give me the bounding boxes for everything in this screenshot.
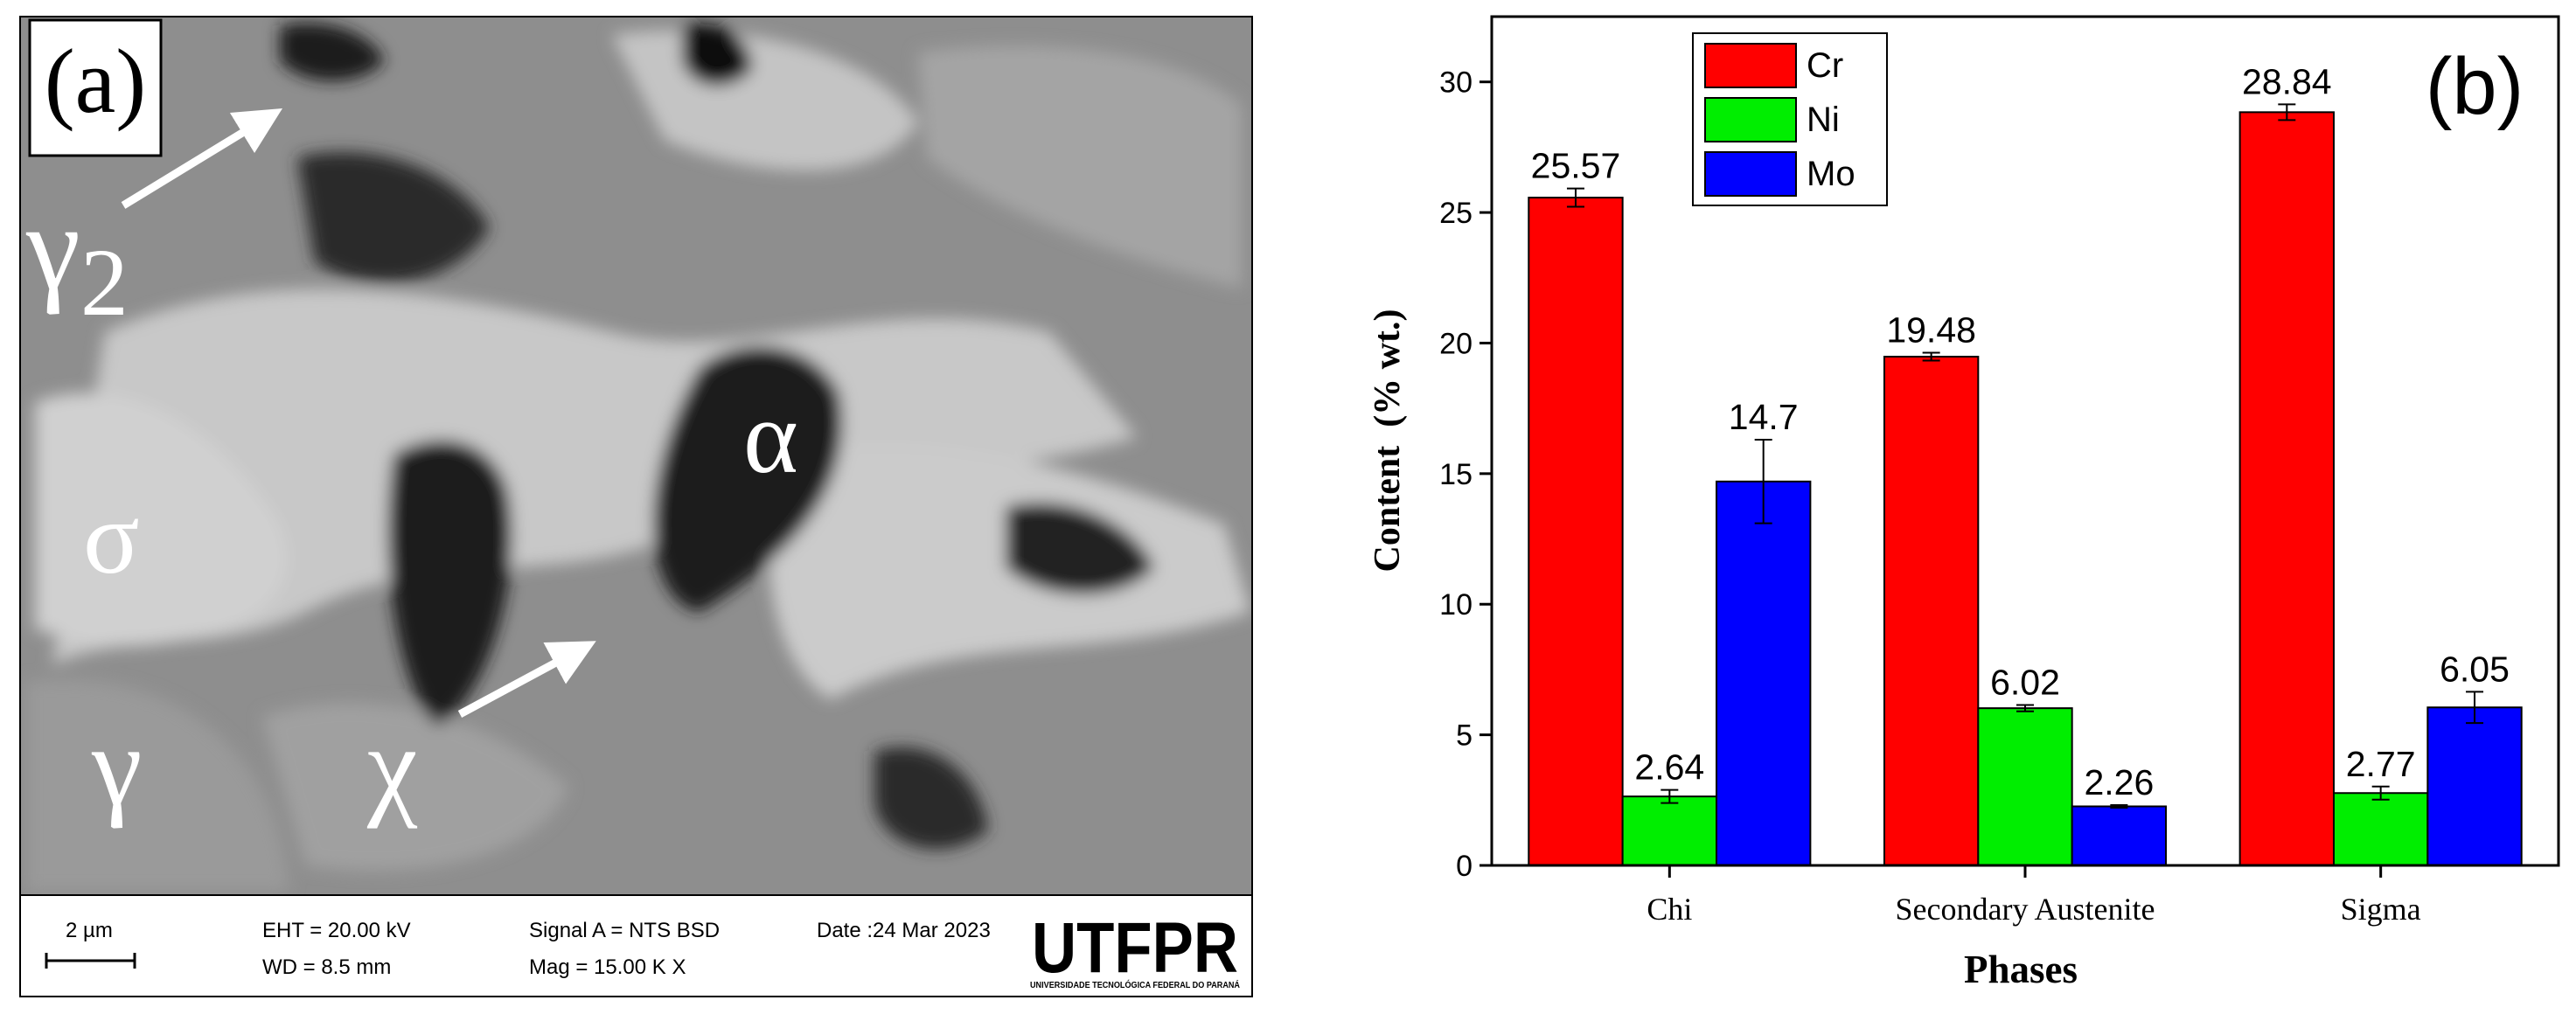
y-tick-label: 20 <box>1439 327 1472 360</box>
value-label: 2.77 <box>2346 744 2416 784</box>
panel-label: (a) <box>45 30 147 132</box>
plot-frame <box>1490 15 2560 867</box>
y-tick-label: 30 <box>1439 66 1472 100</box>
phase-label: σ <box>83 479 140 595</box>
legend-label: Mo <box>1807 155 1855 193</box>
error-bar <box>1660 788 1679 804</box>
y-tick-label: 0 <box>1456 850 1472 883</box>
y-tick-label: 5 <box>1456 719 1472 753</box>
info-text: EHT = 20.00 kV <box>262 919 411 942</box>
micrograph <box>20 17 1252 895</box>
phase-label: γ2 <box>25 180 129 336</box>
bar <box>2071 805 2168 866</box>
arrow <box>121 108 283 209</box>
legend-swatch <box>1704 43 1797 88</box>
error-bar <box>2016 704 2034 712</box>
x-tick-label: Sigma <box>2341 892 2421 927</box>
logo: UTFPR <box>1032 908 1238 988</box>
value-label: 6.02 <box>1990 663 2060 703</box>
legend-swatch <box>1704 151 1797 197</box>
error-bar <box>2466 691 2484 725</box>
phase-label: α <box>743 379 798 495</box>
value-label: 19.48 <box>1886 310 1976 351</box>
info-text: Signal A = NTS BSD <box>529 919 720 942</box>
arrow <box>457 641 596 718</box>
phase-subscript: 2 <box>80 229 129 336</box>
y-axis-label: Content (% wt.) <box>1368 309 1408 573</box>
value-label: 6.05 <box>2440 649 2510 689</box>
y-tick-label: 25 <box>1439 197 1472 230</box>
value-label: 14.7 <box>1729 397 1799 437</box>
bar <box>2332 792 2429 866</box>
x-tick-label: Secondary Austenite <box>1896 892 2155 927</box>
info-bar <box>19 894 1253 997</box>
bar <box>1716 480 1812 866</box>
y-tick-label: 15 <box>1439 458 1472 491</box>
value-label: 2.26 <box>2084 762 2154 802</box>
phase-symbol: γ <box>25 180 80 316</box>
logo-caption: UNIVERSIDADE TECNOLÓGICA FEDERAL DO PARA… <box>1030 979 1240 990</box>
legend-label: Cr <box>1807 46 1843 85</box>
error-bar <box>2278 103 2296 122</box>
phase-label: χ <box>366 704 418 830</box>
x-tick-label: Chi <box>1647 892 1692 927</box>
panel-label: (b) <box>2426 42 2524 131</box>
info-text: Date :24 Mar 2023 <box>817 919 991 942</box>
panel-label-box <box>28 18 163 157</box>
phase-label: γ <box>91 704 142 830</box>
value-label: 28.84 <box>2242 61 2332 101</box>
error-bar <box>1922 351 1940 362</box>
legend-swatch <box>1704 97 1797 142</box>
bar <box>1883 355 1980 866</box>
bar <box>2426 706 2523 867</box>
bar <box>1621 795 1718 867</box>
info-text: Mag = 15.00 K X <box>529 955 686 979</box>
value-label: 25.57 <box>1531 146 1621 186</box>
scale-bar <box>45 953 136 969</box>
bar <box>1528 197 1624 867</box>
error-bar <box>1754 439 1772 524</box>
bar <box>1977 707 2073 866</box>
legend-label: Ni <box>1807 101 1840 139</box>
error-bar <box>2110 803 2128 809</box>
y-tick-label: 10 <box>1439 588 1472 622</box>
value-label: 2.64 <box>1634 747 1704 788</box>
info-text: WD = 8.5 mm <box>262 955 391 979</box>
error-bar <box>2371 785 2390 801</box>
error-bar <box>1566 187 1584 208</box>
scale-label: 2 µm <box>66 919 113 942</box>
bar <box>2238 111 2335 866</box>
x-axis-label: Phases <box>1964 948 2078 991</box>
